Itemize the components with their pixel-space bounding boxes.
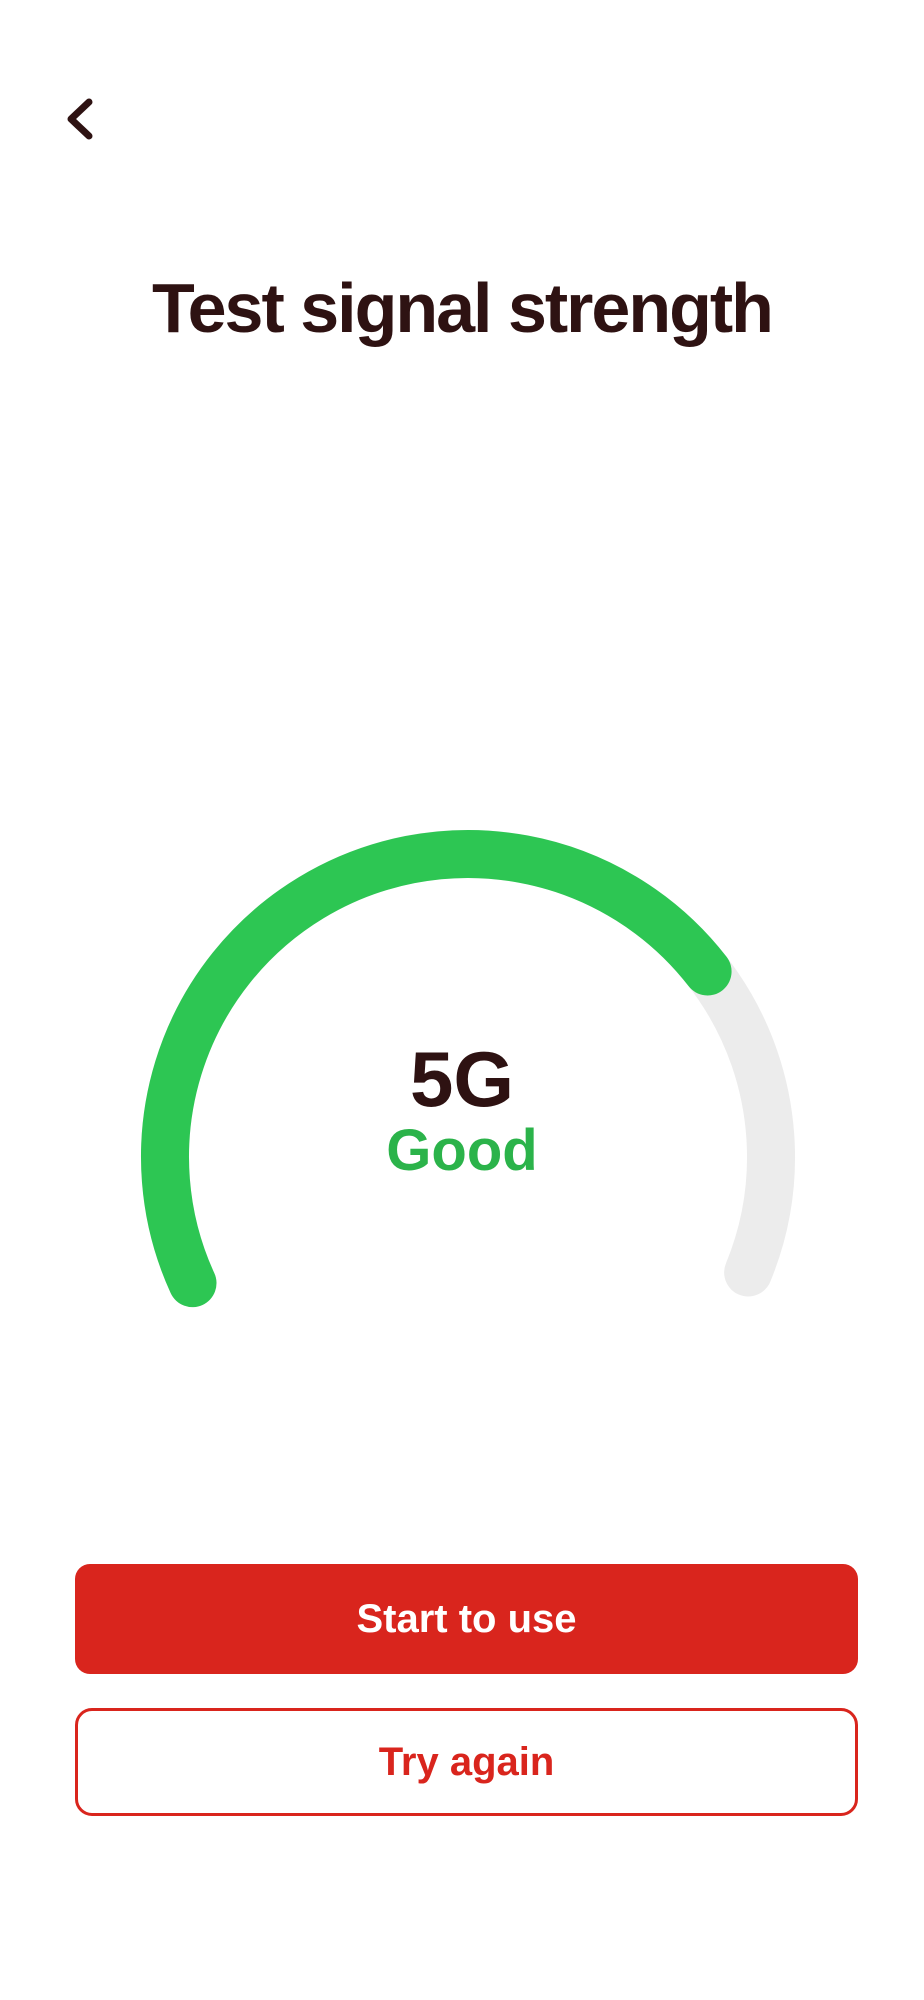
back-button[interactable] [52, 92, 108, 148]
chevron-left-icon [62, 96, 98, 145]
start-to-use-button[interactable]: Start to use [75, 1564, 858, 1674]
page-title: Test signal strength [152, 269, 774, 347]
network-type-label: 5G [409, 1035, 515, 1123]
try-again-button[interactable]: Try again [75, 1708, 858, 1816]
signal-status-label: Good [386, 1118, 538, 1183]
